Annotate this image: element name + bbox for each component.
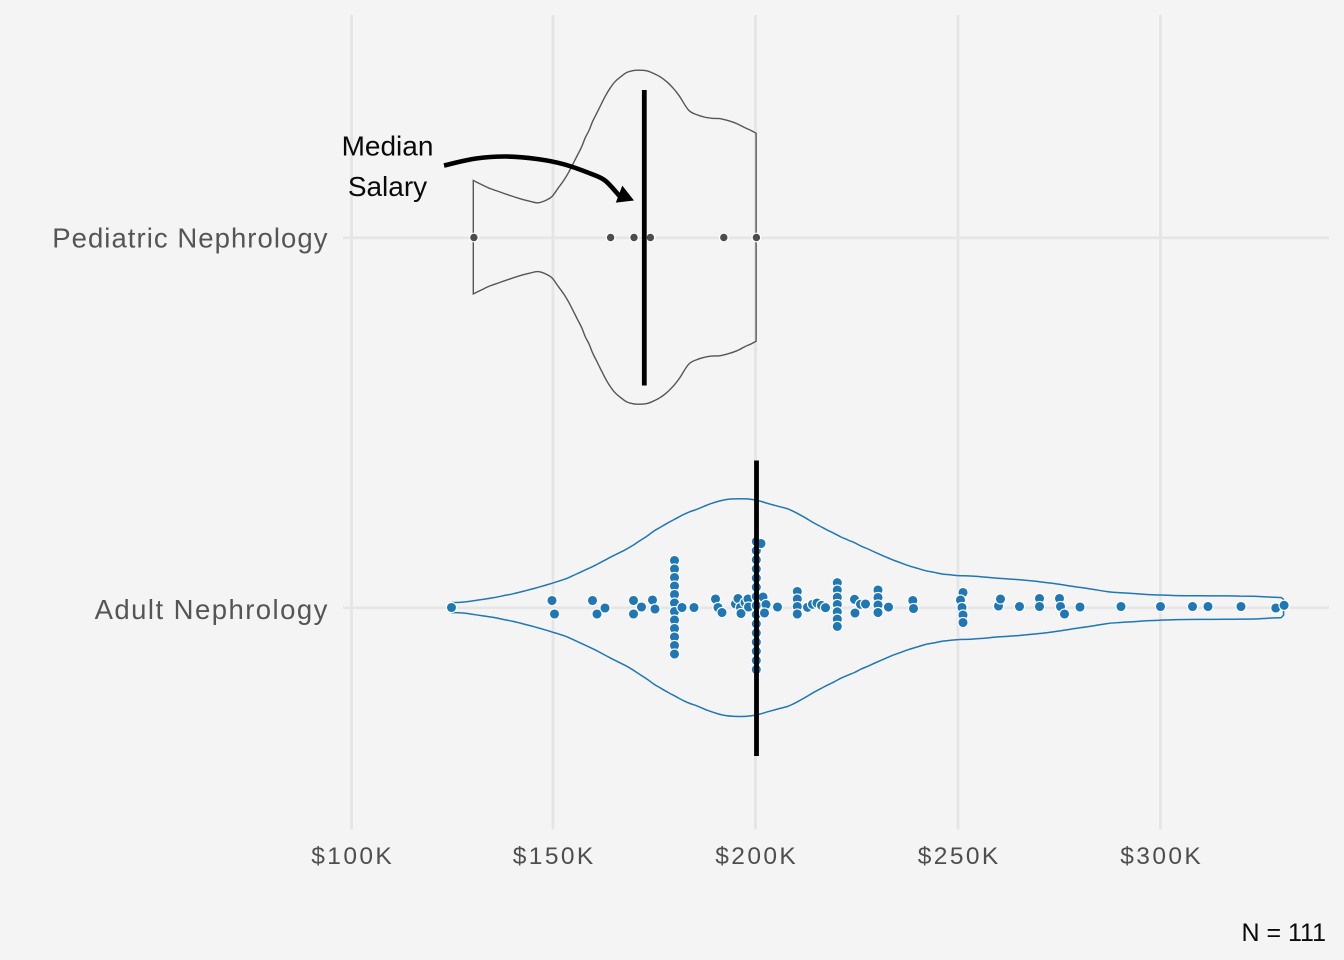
svg-text:Salary: Salary — [348, 171, 427, 202]
svg-text:N = 111: N = 111 — [1241, 919, 1326, 947]
svg-text:Adult Nephrology: Adult Nephrology — [95, 594, 329, 625]
svg-text:Pediatric Nephrology: Pediatric Nephrology — [52, 223, 328, 254]
svg-text:$250K: $250K — [918, 843, 1001, 870]
svg-text:Median: Median — [342, 131, 434, 162]
svg-text:$150K: $150K — [513, 843, 596, 870]
svg-text:$200K: $200K — [715, 843, 798, 870]
svg-text:$300K: $300K — [1120, 843, 1203, 870]
svg-text:$100K: $100K — [311, 843, 394, 870]
